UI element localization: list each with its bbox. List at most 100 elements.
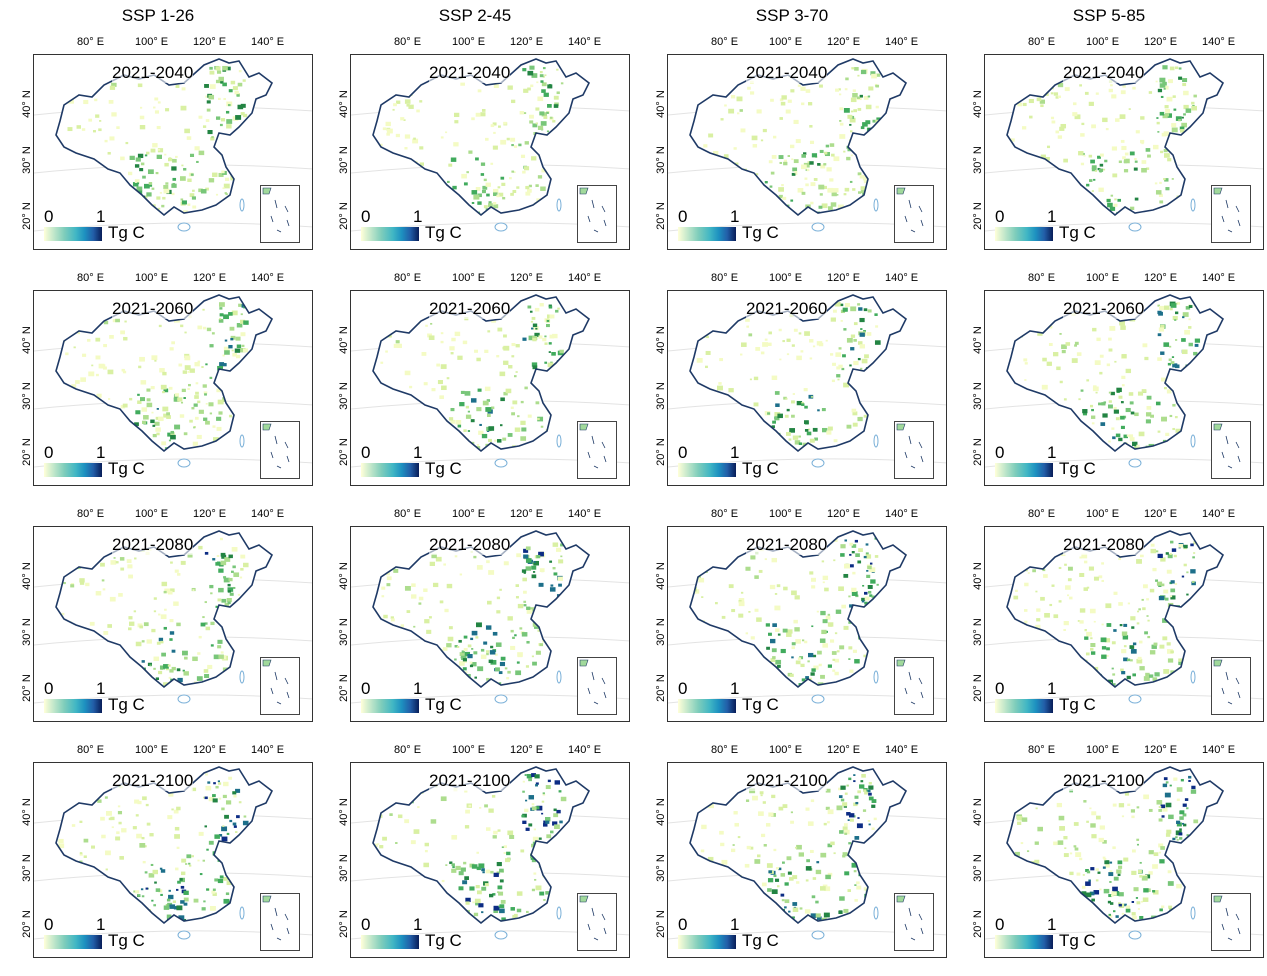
inset-map — [579, 659, 607, 705]
period-label: 2021-2080 — [1063, 535, 1145, 555]
legend-colorbar — [995, 935, 1053, 949]
latitude-tick: 20° N — [971, 202, 984, 230]
country-border — [689, 530, 908, 689]
longitude-tick: 120° E — [1144, 744, 1178, 756]
inset-map — [896, 187, 924, 233]
longitude-tick: 100° E — [135, 508, 169, 520]
latitude-tick: 30° N — [971, 618, 984, 646]
legend-unit: Tg C — [1059, 223, 1096, 242]
longitude-tick: 100° E — [1086, 272, 1120, 284]
map-panel: 2021-2060 0 1 Tg C 80° E 100° E 120° E 140° E 40… — [338, 272, 630, 486]
south-china-sea-inset — [260, 421, 300, 479]
country-border — [1006, 294, 1225, 453]
china-map — [351, 294, 629, 468]
map-frame: 2021-2060 0 1 Tg C — [984, 290, 1264, 486]
taiwan-island — [239, 670, 245, 684]
legend-colorbar — [44, 463, 102, 477]
longitude-tick: 120° E — [510, 508, 544, 520]
legend-colorbar — [995, 227, 1053, 241]
taiwan-island — [239, 198, 245, 212]
latitude-tick: 40° N — [654, 90, 667, 118]
longitude-tick: 140° E — [568, 744, 602, 756]
legend-min: 0 — [44, 915, 54, 934]
longitude-tick: 140° E — [1202, 744, 1236, 756]
latitude-tick: 40° N — [971, 798, 984, 826]
longitude-tick: 120° E — [1144, 36, 1178, 48]
legend-max: 1 — [1047, 679, 1057, 698]
latitude-tick: 20° N — [654, 910, 667, 938]
south-china-sea-inset — [1211, 657, 1251, 715]
hainan-island — [811, 222, 825, 232]
legend-colorbar — [678, 227, 736, 241]
taiwan-island — [556, 198, 562, 212]
longitude-tick: 100° E — [135, 36, 169, 48]
map-frame: 2021-2080 0 1 Tg C — [667, 526, 947, 722]
hainan-island — [1128, 458, 1142, 468]
china-map — [668, 530, 946, 704]
column-title: SSP 3-70 — [755, 6, 829, 25]
country-border — [689, 766, 908, 925]
longitude-tick: 140° E — [885, 36, 919, 48]
latitude-tick: 20° N — [20, 202, 33, 230]
taiwan-island — [1190, 670, 1196, 684]
latitude-tick: 30° N — [20, 618, 33, 646]
legend-unit: Tg C — [742, 223, 779, 242]
longitude-tick: 80° E — [394, 744, 422, 756]
legend-colorbar — [44, 935, 102, 949]
longitude-tick: 140° E — [885, 508, 919, 520]
longitude-tick: 80° E — [77, 272, 105, 284]
inset-map — [262, 659, 290, 705]
latitude-tick: 40° N — [20, 562, 33, 590]
longitude-tick: 100° E — [1086, 744, 1120, 756]
latitude-tick: 30° N — [20, 146, 33, 174]
period-label: 2021-2060 — [746, 299, 828, 319]
map-panel: 2021-2080 0 1 Tg C 80° E 100° E 120° E 140° E 40… — [21, 508, 313, 722]
map-panel: 2021-2040 0 1 Tg C 80° E 100° E 120° E 140° E 40… — [21, 36, 313, 250]
legend-unit: Tg C — [425, 223, 462, 242]
longitude-tick: 140° E — [251, 508, 285, 520]
map-frame: 2021-2080 0 1 Tg C — [33, 526, 313, 722]
longitude-tick: 100° E — [135, 744, 169, 756]
china-map — [34, 530, 312, 704]
latitude-tick: 40° N — [337, 90, 350, 118]
legend-max: 1 — [413, 207, 423, 226]
latitude-tick: 30° N — [337, 146, 350, 174]
longitude-tick: 80° E — [711, 744, 739, 756]
legend-colorbar — [995, 463, 1053, 477]
inset-map — [262, 187, 290, 233]
legend-unit: Tg C — [1059, 931, 1096, 950]
legend-colorbar — [361, 699, 419, 713]
longitude-tick: 120° E — [1144, 508, 1178, 520]
hainan-island — [811, 694, 825, 704]
map-panel: 2021-2060 0 1 Tg C 80° E 100° E 120° E 140° E 40… — [21, 272, 313, 486]
taiwan-island — [873, 670, 879, 684]
longitude-tick: 120° E — [193, 36, 227, 48]
latitude-tick: 40° N — [971, 90, 984, 118]
longitude-tick: 140° E — [251, 744, 285, 756]
taiwan-island — [1190, 434, 1196, 448]
longitude-tick: 120° E — [510, 36, 544, 48]
legend-max: 1 — [96, 207, 106, 226]
inset-map — [1213, 659, 1241, 705]
country-border — [55, 58, 274, 217]
legend-max: 1 — [413, 443, 423, 462]
latitude-tick: 30° N — [20, 382, 33, 410]
legend-unit: Tg C — [425, 931, 462, 950]
map-panel: 2021-2080 0 1 Tg C 80° E 100° E 120° E 140° E 40… — [972, 508, 1264, 722]
longitude-tick: 100° E — [1086, 508, 1120, 520]
country-border — [1006, 530, 1225, 689]
china-map — [34, 294, 312, 468]
south-china-sea-inset — [260, 185, 300, 243]
hainan-island — [811, 930, 825, 940]
longitude-tick: 100° E — [452, 36, 486, 48]
longitude-tick: 80° E — [394, 272, 422, 284]
legend-min: 0 — [44, 443, 54, 462]
latitude-tick: 30° N — [654, 146, 667, 174]
longitude-tick: 80° E — [1028, 36, 1056, 48]
legend-min: 0 — [995, 915, 1005, 934]
legend-unit: Tg C — [425, 695, 462, 714]
hainan-island — [494, 458, 508, 468]
inset-map — [262, 423, 290, 469]
latitude-tick: 20° N — [337, 202, 350, 230]
map-frame: 2021-2080 0 1 Tg C — [984, 526, 1264, 722]
